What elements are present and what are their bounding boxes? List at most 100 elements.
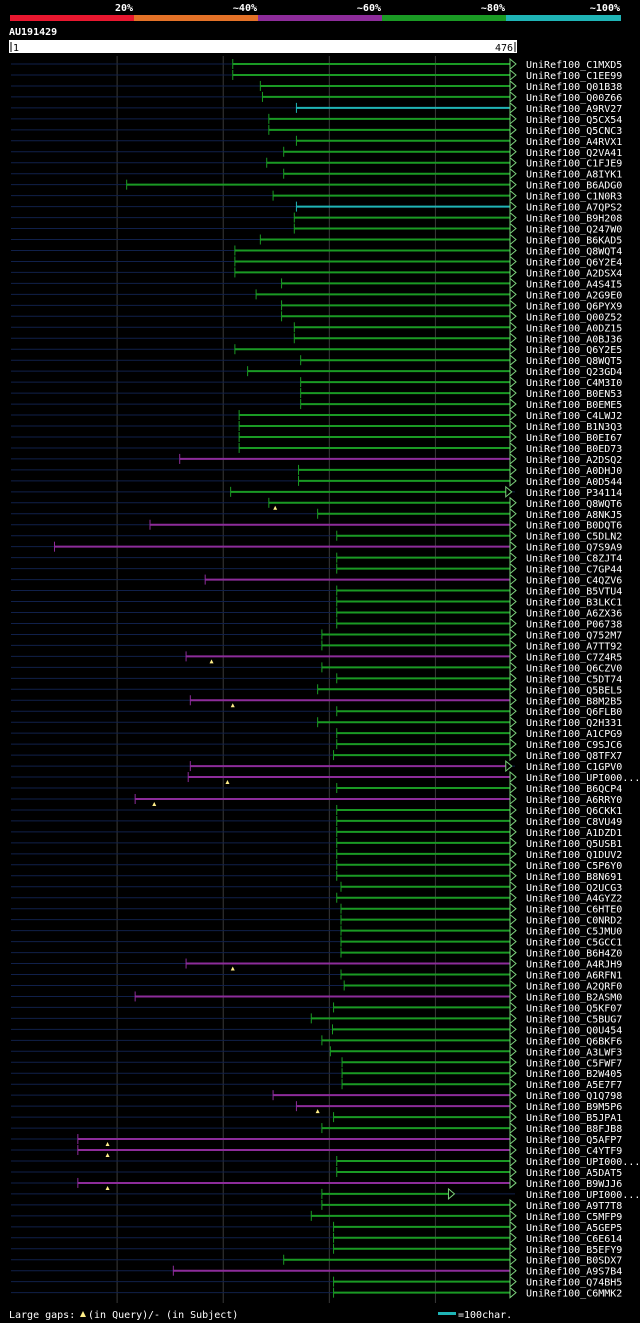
hit-label[interactable]: UniRef100_C5FWF7 — [526, 1058, 622, 1069]
hit-row[interactable]: UniRef100_C4M3I0 — [11, 376, 622, 389]
hit-row[interactable]: UniRef100_Q74BH5 — [11, 1275, 622, 1289]
hit-row[interactable]: UniRef100_B6QCP4 — [11, 781, 622, 795]
hit-row[interactable]: UniRef100_A6RFN1 — [11, 968, 622, 982]
hit-label[interactable]: UniRef100_A5E7F7 — [526, 1080, 622, 1091]
hit-label[interactable]: UniRef100_C7Z4R5 — [526, 652, 622, 663]
hit-row[interactable]: UniRef100_C4QZV6 — [11, 573, 622, 587]
hit-row[interactable]: UniRef100_A2QRF0 — [11, 979, 622, 992]
hit-row[interactable]: UniRef100_Q8WQT6 — [11, 496, 622, 510]
hit-label[interactable]: UniRef100_A6RRY0 — [526, 795, 622, 806]
hit-row[interactable]: UniRef100_B6KAD5 — [11, 233, 622, 247]
hit-label[interactable]: UniRef100_A2DSX4 — [526, 268, 622, 279]
hit-label[interactable]: UniRef100_A4S4I5 — [526, 279, 622, 290]
hit-label[interactable]: UniRef100_A0BJ36 — [526, 334, 622, 345]
hit-row[interactable]: UniRef100_C5MFP9 — [11, 1209, 622, 1223]
hit-label[interactable]: UniRef100_Q2VA41 — [526, 148, 622, 159]
hit-label[interactable]: UniRef100_UPI000... — [526, 1157, 640, 1168]
hit-label[interactable]: UniRef100_B8N691 — [526, 872, 622, 883]
hit-row[interactable]: UniRef100_B5JPA1 — [11, 1111, 622, 1124]
hit-row[interactable]: UniRef100_A4GYZ2 — [11, 891, 622, 905]
hit-row[interactable]: UniRef100_Q1DUV2 — [11, 847, 622, 861]
hit-label[interactable]: UniRef100_A4RVX1 — [526, 137, 622, 148]
hit-label[interactable]: UniRef100_A3LWF3 — [526, 1047, 622, 1058]
hit-row[interactable]: UniRef100_Q1Q798 — [11, 1089, 622, 1102]
hit-row[interactable]: UniRef100_C5BUG7 — [11, 1012, 622, 1025]
hit-label[interactable]: UniRef100_B9WJJ6 — [526, 1179, 622, 1190]
hit-row[interactable]: UniRef100_B8FJB8 — [11, 1122, 622, 1135]
hit-label[interactable]: UniRef100_Q247W0 — [526, 225, 622, 236]
hit-label[interactable]: UniRef100_C4YTF9 — [526, 1146, 622, 1157]
hit-row[interactable]: UniRef100_A4RVX1 — [11, 134, 622, 148]
hit-label[interactable]: UniRef100_C5DLN2 — [526, 532, 622, 543]
hit-row[interactable]: UniRef100_B6ADG0 — [11, 178, 622, 192]
hit-label[interactable]: UniRef100_A8IYK1 — [526, 170, 622, 181]
hit-label[interactable]: UniRef100_A4RJH9 — [526, 960, 622, 971]
hit-label[interactable]: UniRef100_Q6Y2E4 — [526, 257, 622, 268]
hit-label[interactable]: UniRef100_P34114 — [526, 488, 622, 499]
hit-row[interactable]: UniRef100_C9SJC6 — [11, 738, 622, 751]
hit-row[interactable]: UniRef100_Q8WQT4 — [11, 244, 622, 257]
hit-row[interactable]: UniRef100_Q6CKK1 — [11, 803, 622, 817]
hit-row[interactable]: UniRef100_Q752M7 — [11, 628, 622, 641]
hit-label[interactable]: UniRef100_B2W405 — [526, 1069, 622, 1080]
hit-label[interactable]: UniRef100_Q6CZV0 — [526, 663, 622, 674]
hit-row[interactable]: UniRef100_Q247W0 — [11, 222, 622, 236]
hit-row[interactable]: UniRef100_B2ASM0 — [11, 990, 622, 1003]
hit-row[interactable]: UniRef100_C1GPV0 — [11, 760, 622, 773]
hit-label[interactable]: UniRef100_Q7S9A9 — [526, 543, 622, 554]
hit-label[interactable]: UniRef100_C5GCC1 — [526, 938, 622, 949]
hit-label[interactable]: UniRef100_UPI000... — [526, 773, 640, 784]
hit-row[interactable]: UniRef100_Q6PYX9 — [11, 299, 622, 312]
hit-label[interactable]: UniRef100_C4M3I0 — [526, 378, 622, 389]
hit-label[interactable]: UniRef100_A5GEP5 — [526, 1223, 622, 1234]
hit-label[interactable]: UniRef100_B0EN53 — [526, 389, 622, 400]
hit-label[interactable]: UniRef100_C7GP44 — [526, 565, 622, 576]
hit-label[interactable]: UniRef100_A2DSQ2 — [526, 455, 622, 466]
hit-row[interactable]: UniRef100_A9RV27 — [11, 101, 622, 115]
hit-row[interactable]: UniRef100_A6ZX36 — [11, 606, 622, 620]
hit-label[interactable]: UniRef100_A1DZD1 — [526, 828, 622, 839]
hit-label[interactable]: UniRef100_C4LWJ2 — [526, 411, 622, 422]
hit-label[interactable]: UniRef100_C8VU49 — [526, 817, 622, 828]
hit-row[interactable]: UniRef100_B1N3Q3 — [11, 419, 622, 433]
hit-row[interactable]: UniRef100_C8VU49 — [11, 814, 622, 828]
hit-row[interactable]: UniRef100_A2DSX4 — [11, 266, 622, 279]
hit-label[interactable]: UniRef100_C1FJE9 — [526, 159, 622, 170]
hit-row[interactable]: UniRef100_Q5CX54 — [11, 112, 622, 126]
hit-row[interactable]: UniRef100_B0EN53 — [11, 387, 622, 400]
hit-row[interactable]: UniRef100_C6E614 — [11, 1231, 622, 1245]
hit-row[interactable]: UniRef100_B9M5P6 — [11, 1100, 622, 1114]
hit-label[interactable]: UniRef100_B5VTU4 — [526, 587, 622, 598]
hit-row[interactable]: UniRef100_Q5CNC3 — [11, 123, 622, 137]
hit-row[interactable]: UniRef100_A9S7B4 — [11, 1264, 622, 1278]
hit-label[interactable]: UniRef100_Q6PYX9 — [526, 301, 622, 312]
hit-row[interactable]: UniRef100_A8NKJ5 — [11, 507, 622, 521]
hit-row[interactable]: UniRef100_B2W405 — [11, 1067, 622, 1080]
hit-label[interactable]: UniRef100_A0D544 — [526, 477, 622, 488]
hit-label[interactable]: UniRef100_Q8TFX7 — [526, 751, 622, 762]
hit-row[interactable]: UniRef100_P06738 — [11, 617, 622, 630]
hit-label[interactable]: UniRef100_B8M2B5 — [526, 696, 622, 707]
hit-label[interactable]: UniRef100_C1EE99 — [526, 71, 622, 82]
hit-label[interactable]: UniRef100_Q8WQT6 — [526, 499, 622, 510]
hit-row[interactable]: UniRef100_B5VTU4 — [11, 584, 622, 598]
hit-row[interactable]: UniRef100_B6H4Z0 — [11, 946, 622, 960]
hit-label[interactable]: UniRef100_Q6Y2E5 — [526, 345, 622, 356]
hit-label[interactable]: UniRef100_Q752M7 — [526, 630, 622, 641]
hit-row[interactable]: UniRef100_UPI000... — [11, 1154, 640, 1168]
hit-row[interactable]: UniRef100_B0DQT6 — [11, 518, 622, 532]
hit-row[interactable]: UniRef100_C7GP44 — [11, 562, 622, 576]
hit-row[interactable]: UniRef100_P34114 — [11, 485, 622, 499]
hit-row[interactable]: UniRef100_Q00Z66 — [11, 90, 622, 104]
hit-label[interactable]: UniRef100_C5BUG7 — [526, 1014, 622, 1025]
hit-row[interactable]: UniRef100_C5FWF7 — [11, 1056, 622, 1069]
hit-label[interactable]: UniRef100_C6MMK2 — [526, 1289, 622, 1300]
hit-row[interactable]: UniRef100_Q6BKF6 — [11, 1034, 622, 1047]
hit-row[interactable]: UniRef100_A4S4I5 — [11, 277, 622, 290]
hit-label[interactable]: UniRef100_Q2UCG3 — [526, 883, 622, 894]
hit-row[interactable]: UniRef100_Q5USB1 — [11, 836, 622, 850]
hit-label[interactable]: UniRef100_C9SJC6 — [526, 740, 622, 751]
hit-row[interactable]: UniRef100_C7Z4R5 — [11, 650, 622, 664]
hit-row[interactable]: UniRef100_A1CPG9 — [11, 727, 622, 740]
hit-row[interactable]: UniRef100_A7TT92 — [11, 639, 622, 652]
